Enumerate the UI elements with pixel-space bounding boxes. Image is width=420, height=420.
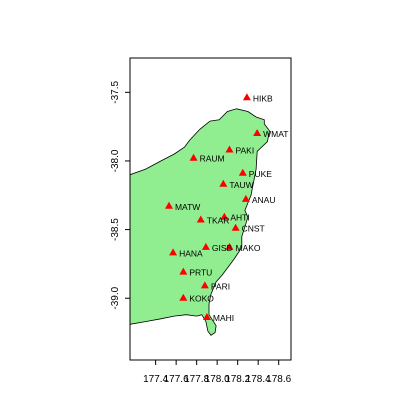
x-tick-label: 177.4 <box>143 374 168 385</box>
station-marker-prtu <box>179 267 188 275</box>
station-label-anau: ANAU <box>252 195 276 205</box>
station-label-hikb: HIKB <box>253 93 273 103</box>
station-marker-mako <box>225 242 234 250</box>
station-marker-raum <box>189 153 198 161</box>
y-tick-label: -38.5 <box>110 218 121 241</box>
y-axis: -37.5 -38.0 -38.5 -39.0 <box>110 80 130 310</box>
station-marker-wmat <box>253 129 262 136</box>
station-marker-tauw <box>219 179 228 187</box>
station-marker-cnst <box>231 223 240 231</box>
station-markers <box>164 93 262 320</box>
station-marker-hikb <box>242 93 251 101</box>
y-tick-label: -38.0 <box>110 149 121 172</box>
y-tick-label: -39.0 <box>110 286 121 309</box>
x-tick-label: 177.8 <box>184 374 209 385</box>
station-marker-pari <box>200 281 209 289</box>
station-label-tauw: TAUW <box>229 180 253 190</box>
station-label-pari: PARI <box>211 281 230 291</box>
y-tick-label: -37.5 <box>110 80 121 103</box>
x-tick-label: 178.6 <box>266 374 291 385</box>
station-label-ahti: AHTI <box>230 213 249 223</box>
x-tick-label: 178.2 <box>225 374 250 385</box>
station-label-raum: RAUM <box>200 154 225 164</box>
station-marker-koko <box>179 293 188 301</box>
station-label-cnst: CNST <box>242 224 265 234</box>
station-label-puke: PUKE <box>249 169 272 179</box>
station-label-mako: MAKO <box>235 243 260 253</box>
station-marker-mahi <box>202 312 211 320</box>
station-label-prtu: PRTU <box>189 268 212 278</box>
x-tick-label: 177.6 <box>164 374 189 385</box>
x-tick-label: 178.4 <box>246 374 271 385</box>
plot-frame <box>129 57 292 361</box>
station-label-gisb: GISB <box>212 243 233 253</box>
station-marker-paki <box>225 145 234 153</box>
station-label-mahi: MAHI <box>213 313 234 323</box>
station-marker-puke <box>238 168 247 176</box>
station-label-paki: PAKI <box>235 145 254 155</box>
station-label-tkar: TKAR <box>207 215 230 225</box>
station-marker-tkar <box>196 215 205 223</box>
station-marker-gisb <box>201 242 210 250</box>
station-marker-hana <box>169 248 178 256</box>
station-label-wmat: WMAT <box>263 129 288 139</box>
station-marker-anau <box>241 194 250 202</box>
station-label-matw: MATW <box>175 202 200 212</box>
x-tick-label: 178.0 <box>205 374 230 385</box>
station-label-hana: HANA <box>179 248 203 258</box>
station-marker-matw <box>164 201 173 209</box>
station-label-koko: KOKO <box>189 294 214 304</box>
station-marker-ahti <box>220 212 229 220</box>
